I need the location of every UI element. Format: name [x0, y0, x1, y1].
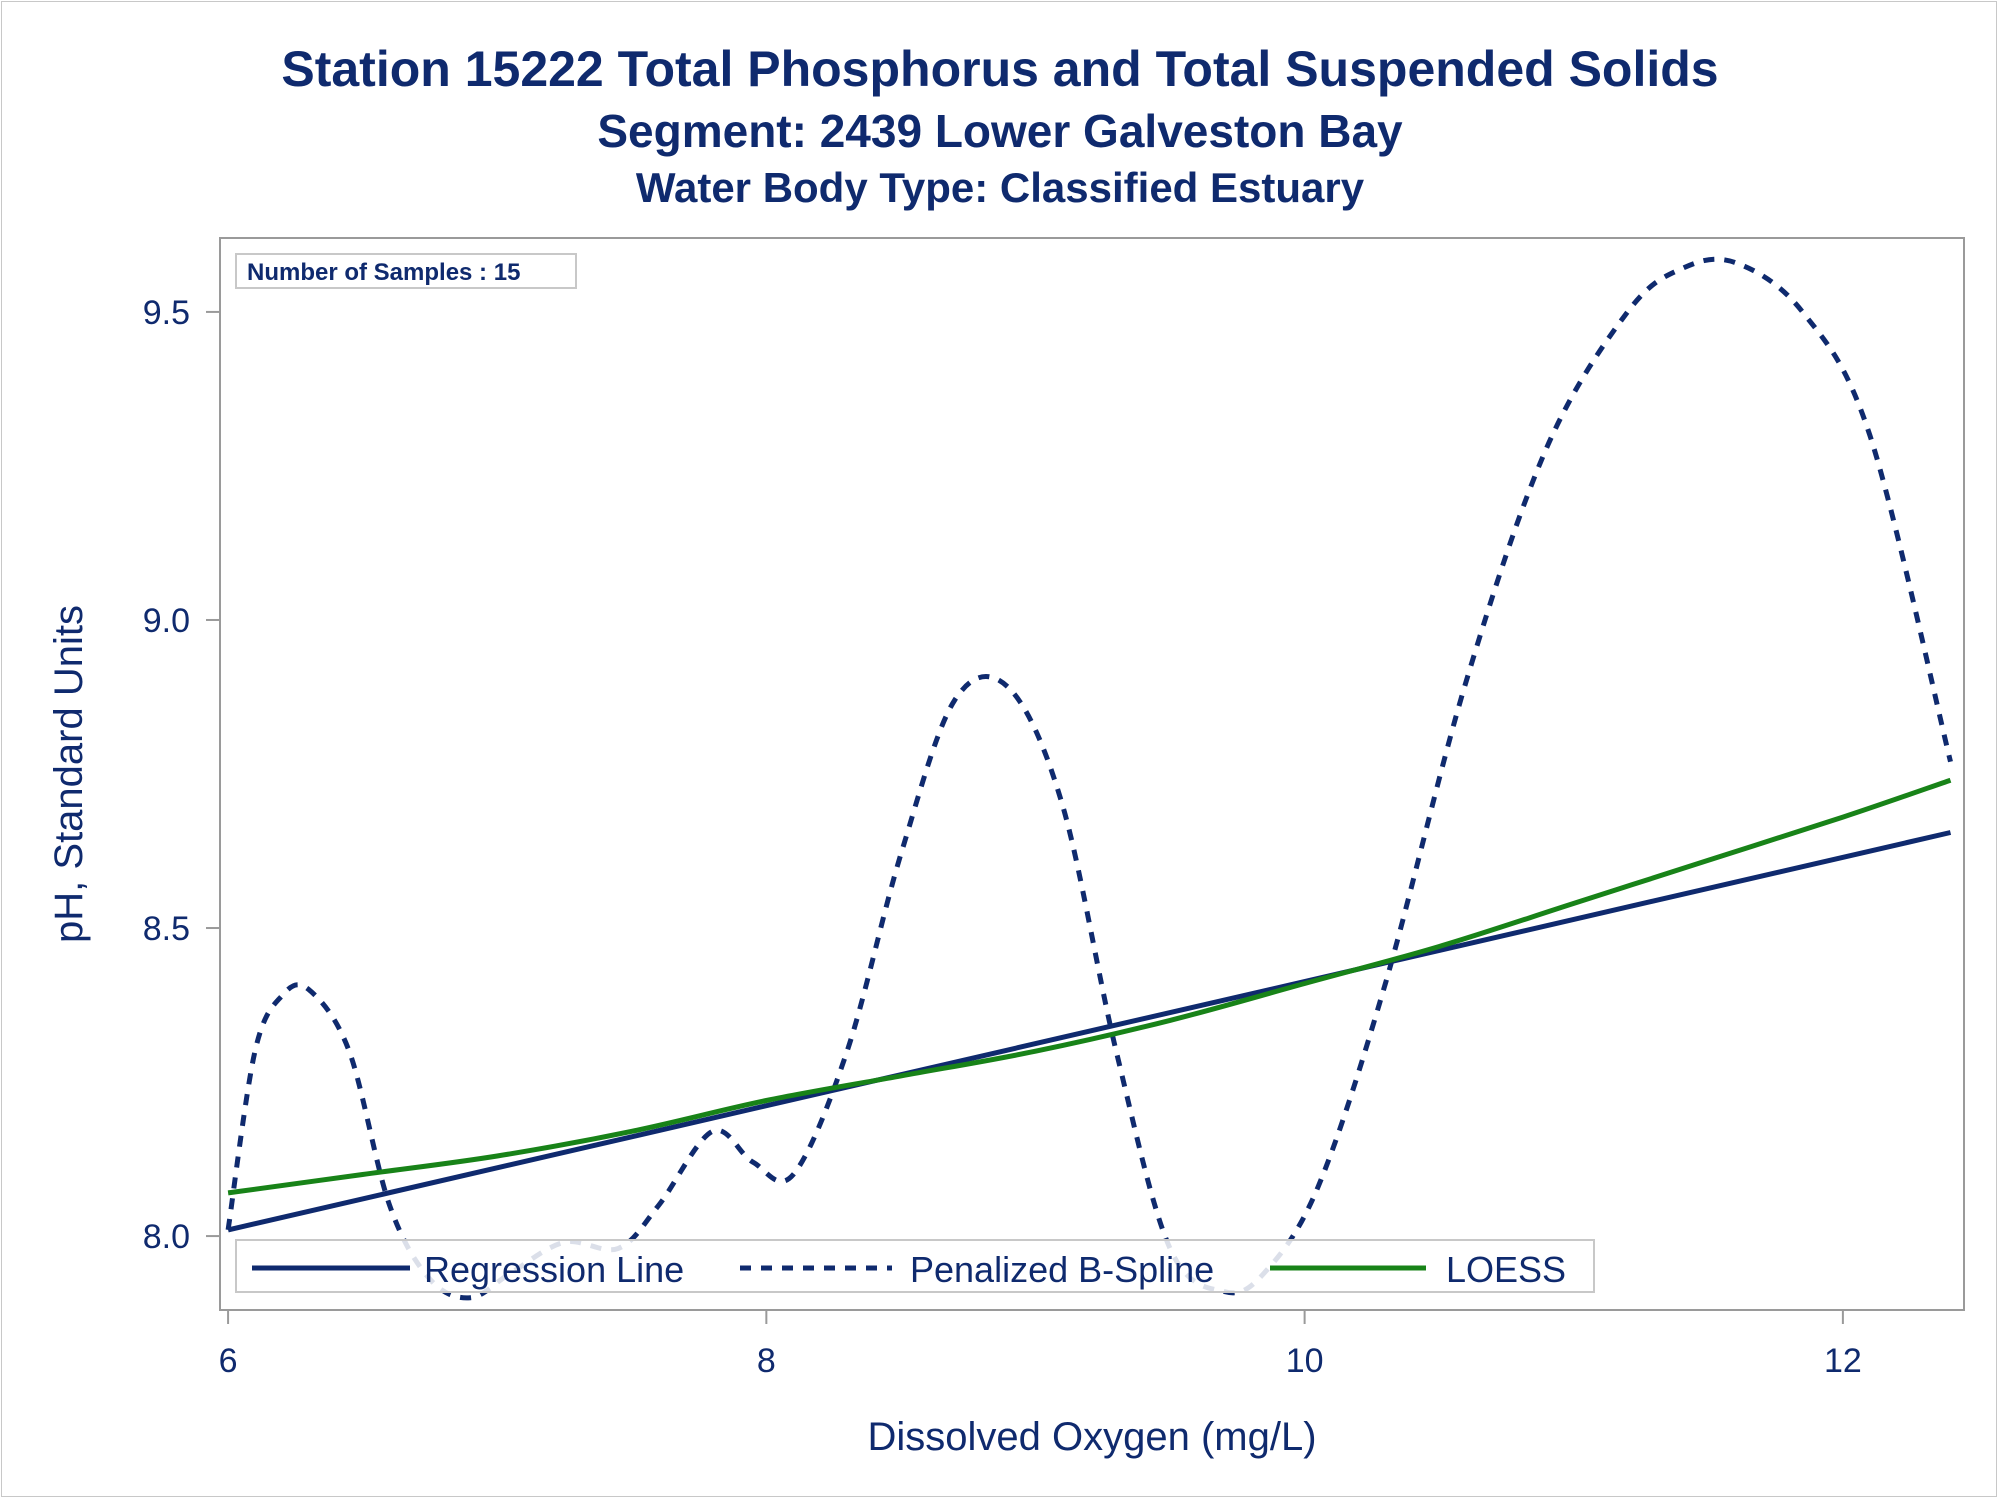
x-axis-label: Dissolved Oxygen (mg/L)	[867, 1415, 1316, 1459]
y-tick-label: 8.5	[143, 910, 190, 948]
plot-area-frame	[219, 237, 1965, 1311]
ticks-layer: 6 8 10 12 8.0 8.5 9.0 9.5	[143, 294, 1862, 1380]
series-layer	[225, 256, 1953, 1301]
legend-box	[235, 1239, 1595, 1293]
legend-label-loess: LOESS	[1446, 1249, 1566, 1290]
chart-title: Station 15222 Total Phosphorus and Total…	[281, 41, 1719, 97]
x-tick-label: 12	[1824, 1342, 1862, 1380]
y-axis-label: pH, Standard Units	[47, 605, 91, 943]
legend: Regression Line Penalized B-Spline LOESS	[235, 1239, 1595, 1293]
sample-count-text: Number of Samples : 15	[247, 259, 520, 286]
x-tick-label: 8	[757, 1342, 776, 1380]
chart-subtitle-waterbody: Water Body Type: Classified Estuary	[635, 164, 1365, 211]
y-tick-label: 9.0	[143, 602, 190, 640]
y-tick-label: 8.0	[143, 1218, 190, 1256]
x-tick-label: 6	[219, 1342, 238, 1380]
series-line-loess	[227, 777, 1952, 1196]
sample-count-box: Number of Samples : 15	[235, 253, 577, 289]
legend-label-bspline: Penalized B-Spline	[910, 1249, 1214, 1290]
chart-subtitle-segment: Segment: 2439 Lower Galveston Bay	[597, 105, 1403, 157]
x-tick-label: 10	[1286, 1342, 1324, 1380]
legend-label-regression: Regression Line	[424, 1249, 684, 1290]
series-line-regression-line	[227, 830, 1952, 1233]
y-tick-label: 9.5	[143, 294, 190, 332]
series-line-penalized-b-spline	[225, 256, 1953, 1301]
